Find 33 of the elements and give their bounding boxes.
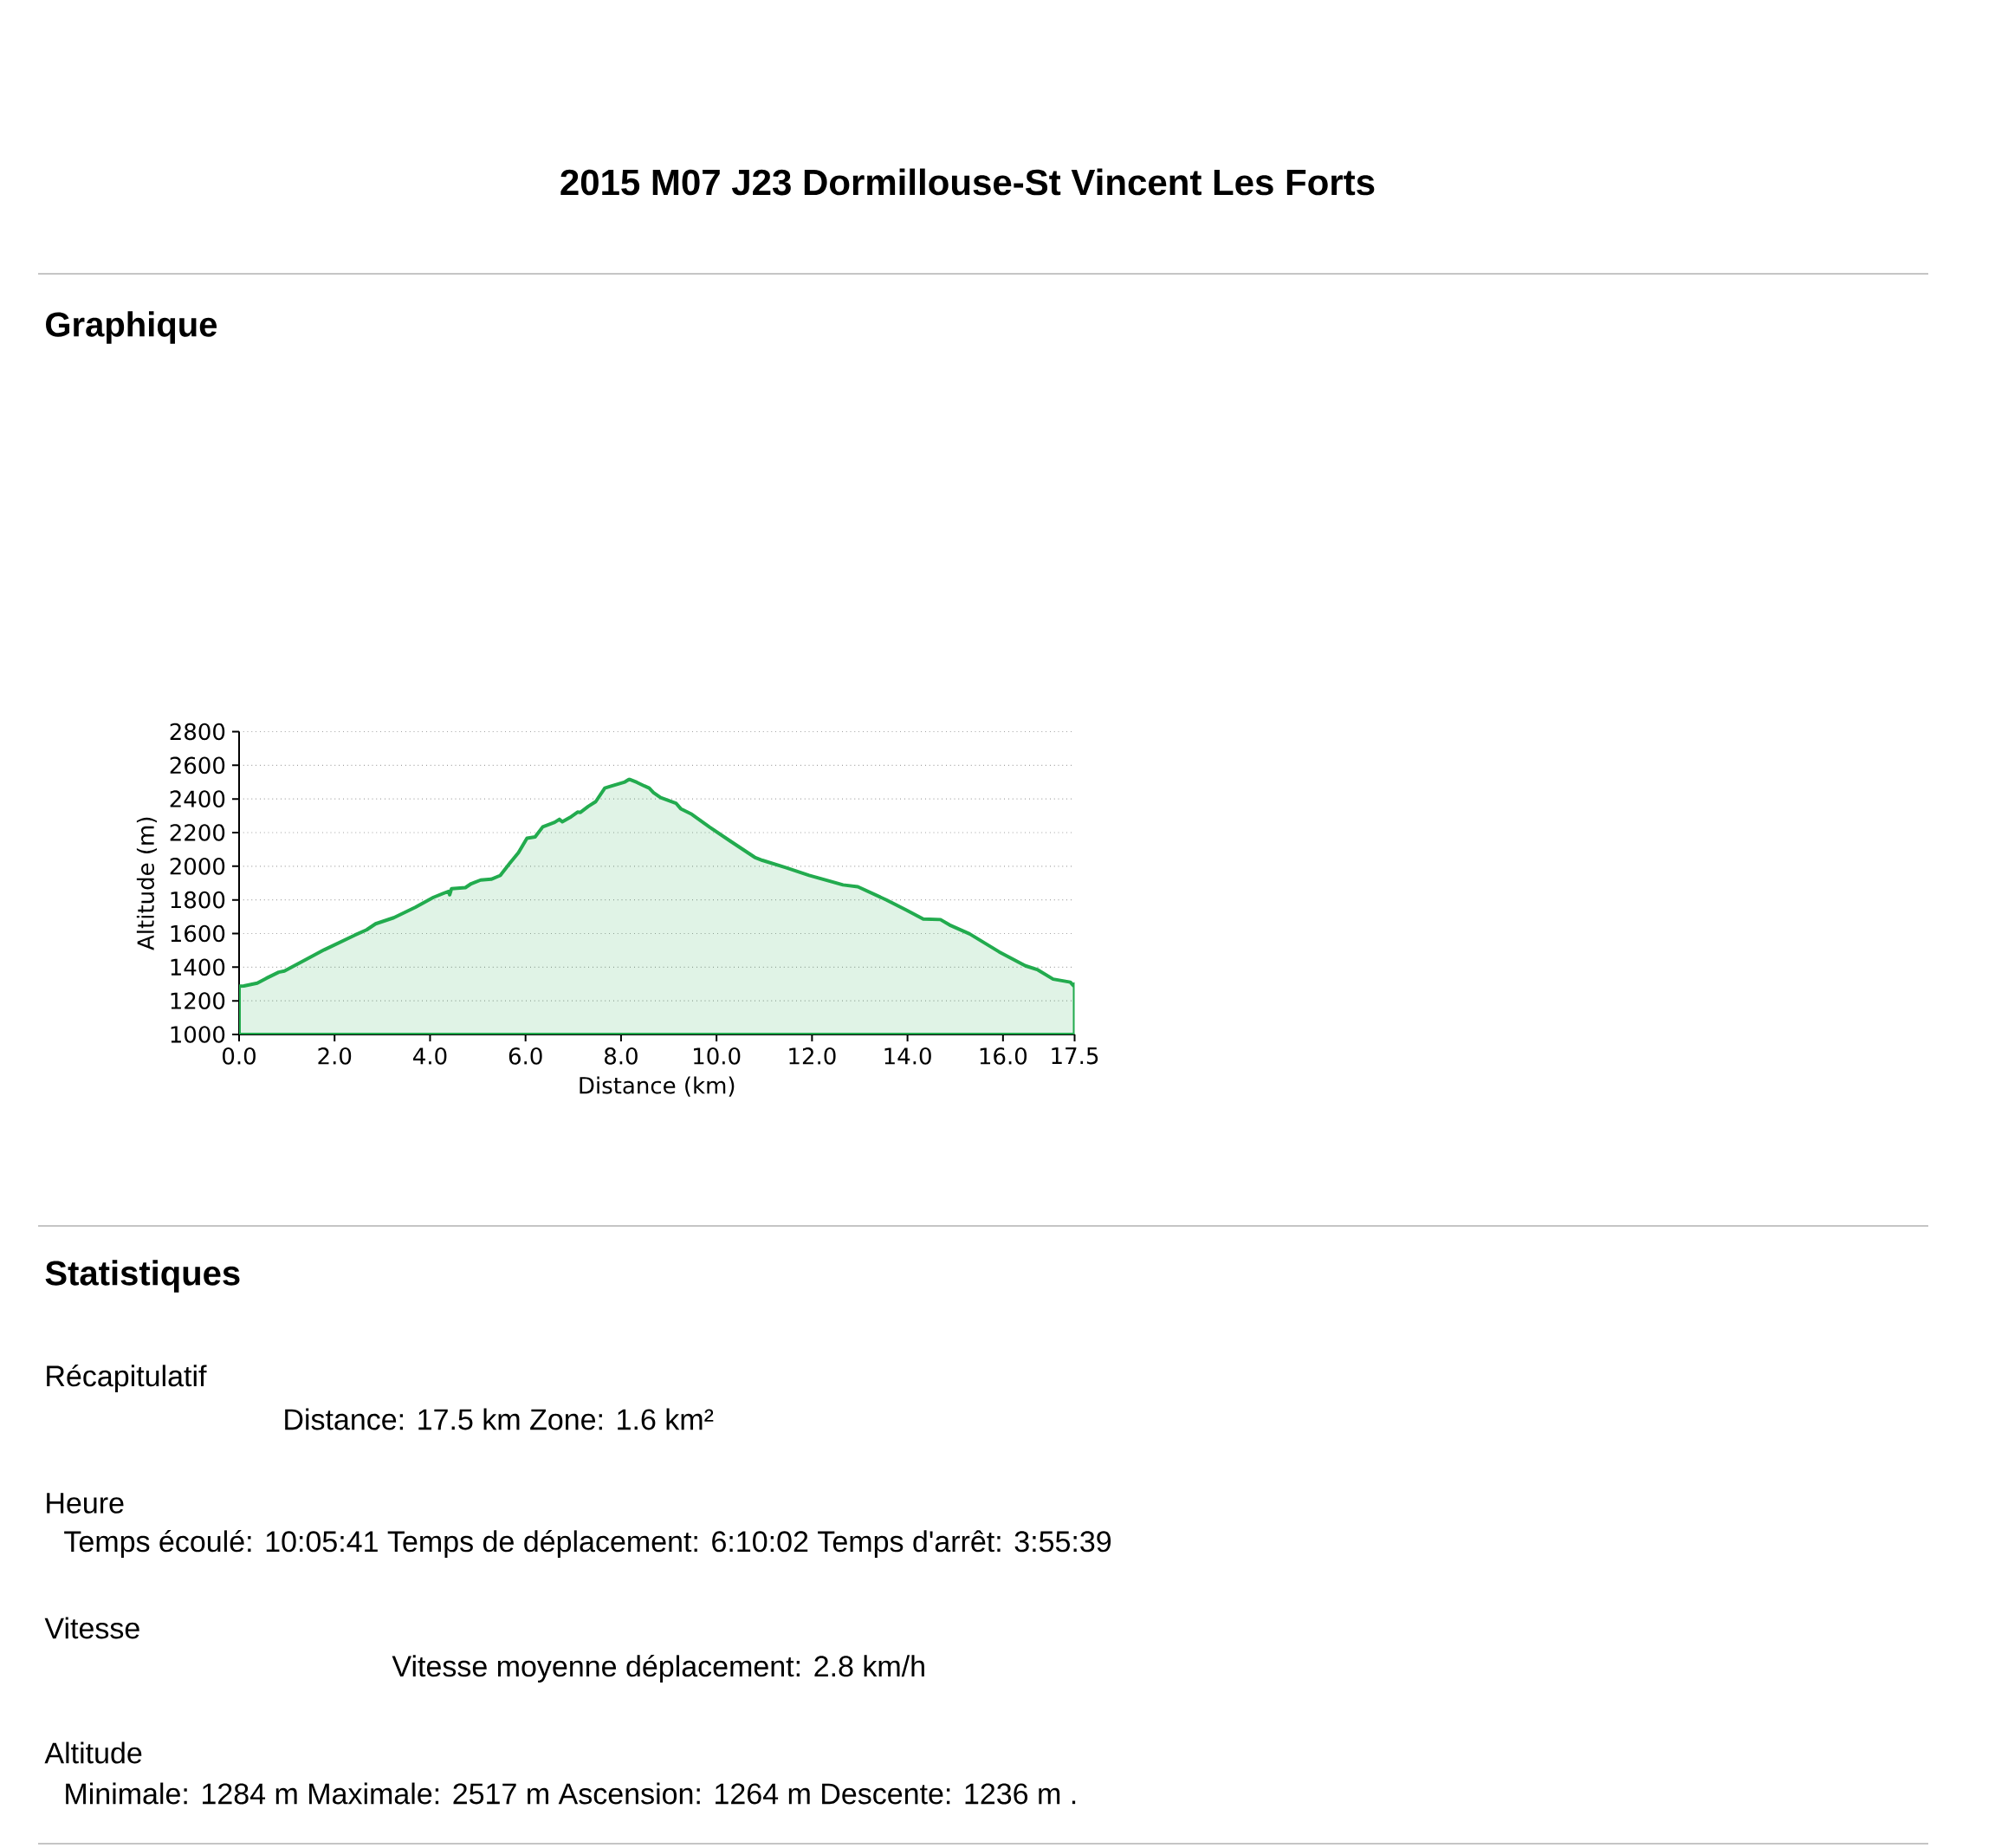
chart-title: 2015 M07 J23 Dormillouse-St Vincent Les Forts [560,168,1375,196]
text: Distance: 17.5 km Zone: 1.6 km² [285,1408,714,1430]
x-tick-label: 2.0 [318,1047,352,1065]
x-tick-label: 4.0 [413,1047,447,1065]
x-tick-label: 14.0 [884,1047,931,1065]
y-tick-label: 2800 [170,723,225,741]
y-tick-label: 1000 [171,1026,225,1043]
y-tick-label: 2400 [170,790,225,807]
x-tick-label: 6.0 [508,1047,542,1065]
text: Statistiques [45,1260,240,1293]
y-tick-label: 2200 [170,824,225,841]
text: Temps écoulé: 10:05:41 Temps de déplacement: 6:10:02 Temps d'arrêt: 3:55:39 [64,1529,1111,1559]
text: Vitesse moyenne déplacement: 2.8 km/h [392,1654,924,1683]
text: Heure [47,1493,124,1514]
text: Graphique [46,311,217,344]
x-tick-label: 10.0 [694,1047,741,1065]
text: Vitesse [44,1617,139,1639]
y-tick-label: 1400 [171,958,225,976]
y-tick-label: 1200 [171,992,225,1009]
y-tick-label: 1600 [171,924,225,943]
y-tick-label: 1800 [171,891,225,909]
text: Minimale: 1284 m Maximale: 2517 m Ascension: 1264 m Descente: 1236 m . [66,1782,1076,1805]
x-axis-title: Distance (km) [580,1076,735,1097]
text: Altitude [44,1741,142,1764]
x-tick-label: 17.5 [1052,1047,1098,1065]
x-tick-label: 0.0 [223,1047,256,1065]
text: Récapitulatif [47,1364,207,1393]
x-tick-label: 12.0 [789,1047,836,1065]
y-axis-title: Altitude (m) [136,817,158,950]
x-tick-label: 8.0 [605,1047,638,1065]
y-tick-label: 2600 [170,756,225,775]
x-tick-label: 16.0 [980,1047,1027,1065]
y-tick-label: 2000 [170,858,225,875]
